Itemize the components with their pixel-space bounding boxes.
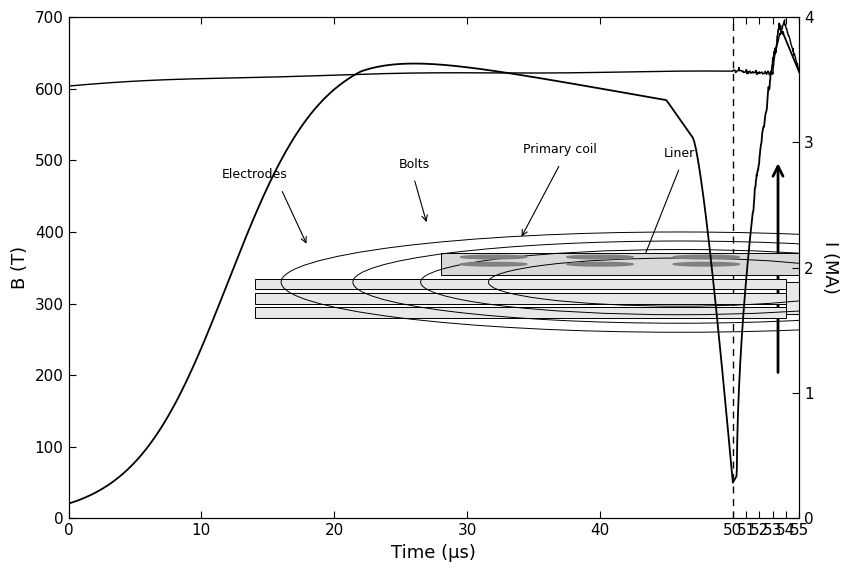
FancyBboxPatch shape bbox=[254, 307, 786, 318]
Y-axis label: I (MA): I (MA) bbox=[821, 241, 839, 294]
FancyBboxPatch shape bbox=[254, 278, 786, 289]
Circle shape bbox=[673, 262, 740, 266]
Text: Liner: Liner bbox=[664, 147, 695, 160]
X-axis label: Time (μs): Time (μs) bbox=[392, 544, 476, 562]
Circle shape bbox=[567, 255, 633, 259]
Text: Electrodes: Electrodes bbox=[222, 168, 287, 181]
FancyBboxPatch shape bbox=[440, 253, 813, 275]
Text: Primary coil: Primary coil bbox=[524, 143, 597, 156]
Text: Bolts: Bolts bbox=[399, 158, 429, 171]
Circle shape bbox=[673, 255, 740, 259]
FancyBboxPatch shape bbox=[786, 282, 850, 315]
FancyBboxPatch shape bbox=[254, 293, 786, 304]
Circle shape bbox=[461, 262, 527, 266]
Circle shape bbox=[461, 255, 527, 259]
Circle shape bbox=[567, 262, 633, 266]
Y-axis label: B (T): B (T) bbox=[11, 246, 29, 289]
